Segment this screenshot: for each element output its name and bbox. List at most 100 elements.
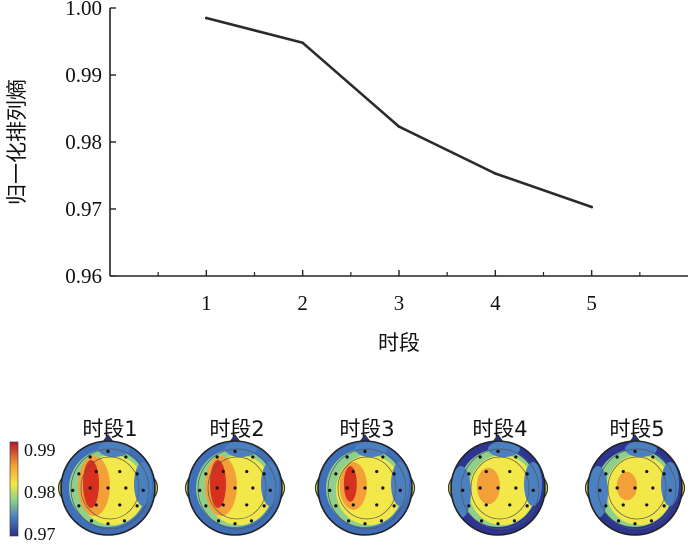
electrode	[398, 488, 402, 492]
electrode	[615, 486, 619, 490]
electrode	[379, 519, 384, 523]
electrode	[392, 472, 396, 476]
electrode	[662, 504, 666, 508]
colorbar-tick-label: 0.99	[24, 440, 56, 460]
electrode	[251, 455, 255, 459]
x-axis-label: 时段	[378, 331, 420, 355]
electrode	[484, 469, 488, 474]
electrode	[363, 486, 367, 490]
electrode	[479, 519, 484, 523]
electrode	[633, 486, 637, 490]
electrode	[645, 469, 649, 474]
colorbar-tick-label: 0.98	[24, 482, 56, 502]
data-point	[204, 16, 208, 20]
electrode	[649, 519, 654, 523]
y-tick-label: 0.98	[65, 130, 102, 154]
electrode	[345, 455, 349, 459]
electrode	[233, 449, 237, 453]
electrode	[363, 449, 367, 453]
electrode	[616, 519, 621, 523]
electrode	[484, 503, 488, 507]
electrode	[106, 522, 110, 526]
electrode	[135, 504, 139, 508]
electrode	[512, 519, 517, 523]
electrode	[215, 486, 219, 490]
electrode	[514, 486, 518, 490]
warm-region	[616, 471, 637, 501]
electrode	[77, 472, 81, 476]
electrode	[245, 469, 249, 474]
topomap: 时段3	[314, 417, 416, 536]
electrode	[496, 486, 500, 490]
electrode	[604, 472, 608, 476]
electrode	[621, 503, 625, 507]
contour	[337, 456, 397, 520]
y-axis-label: 归一化排列熵	[5, 79, 29, 205]
electrode	[94, 469, 98, 474]
electrode	[122, 519, 127, 523]
electrode	[94, 503, 98, 507]
electrode	[88, 455, 92, 459]
head-outline	[317, 440, 413, 536]
electrode	[615, 455, 619, 459]
head-outline	[187, 440, 283, 536]
contour	[607, 456, 667, 520]
x-tick-label: 5	[586, 291, 597, 315]
electrode	[216, 519, 221, 523]
topomaps: 时段1 时段2 时段3 时段4 时段5	[57, 417, 686, 536]
electrode	[204, 504, 208, 508]
electrode	[598, 488, 602, 492]
electrode	[262, 504, 266, 508]
warm-region	[476, 467, 500, 505]
x-tick-label: 3	[394, 291, 405, 315]
colorbar-gradient	[9, 441, 19, 537]
electrode	[633, 522, 637, 526]
electrode	[668, 488, 672, 492]
electrode	[375, 469, 379, 474]
contour	[460, 448, 540, 530]
electrode	[375, 503, 379, 507]
y-tick-label: 0.99	[65, 63, 102, 87]
electrode	[221, 469, 225, 474]
electrode	[245, 503, 249, 507]
electrode	[346, 519, 351, 523]
data-point	[590, 205, 594, 209]
electrode	[334, 504, 338, 508]
electrode	[478, 486, 482, 490]
electrode	[77, 504, 81, 508]
electrode	[633, 449, 637, 453]
head-outline	[450, 440, 546, 536]
colorbar-tick-label: 0.97	[24, 524, 56, 544]
electrode	[106, 486, 110, 490]
electrode	[345, 486, 349, 490]
y-tick-label: 0.96	[65, 264, 102, 288]
electrode	[381, 486, 385, 490]
data-point	[493, 172, 497, 175]
electrode	[662, 472, 666, 476]
hot-core	[83, 460, 99, 508]
electrode	[198, 488, 202, 492]
contour	[597, 448, 677, 530]
electrode	[204, 472, 208, 476]
series-line	[205, 16, 593, 209]
electrode	[392, 504, 396, 508]
electrode	[651, 486, 655, 490]
electrode	[106, 449, 110, 453]
electrode	[351, 503, 355, 507]
data-point	[397, 125, 401, 128]
hot-core	[210, 460, 226, 508]
electrode	[334, 472, 338, 476]
x-tick-label: 4	[490, 291, 501, 315]
electrode	[645, 503, 649, 507]
head-outline	[60, 440, 156, 536]
contour	[470, 456, 530, 520]
data-point	[301, 41, 305, 45]
electrode	[233, 522, 237, 526]
line-chart: 0.96 0.97 0.98 0.99 1.00 1 2 3 4 5 时段 归一化排列熵	[5, 0, 688, 355]
electrode	[621, 469, 625, 474]
electrode	[118, 469, 122, 474]
electrode	[478, 455, 482, 459]
topomap: 时段2	[184, 417, 286, 536]
electrode	[496, 522, 500, 526]
